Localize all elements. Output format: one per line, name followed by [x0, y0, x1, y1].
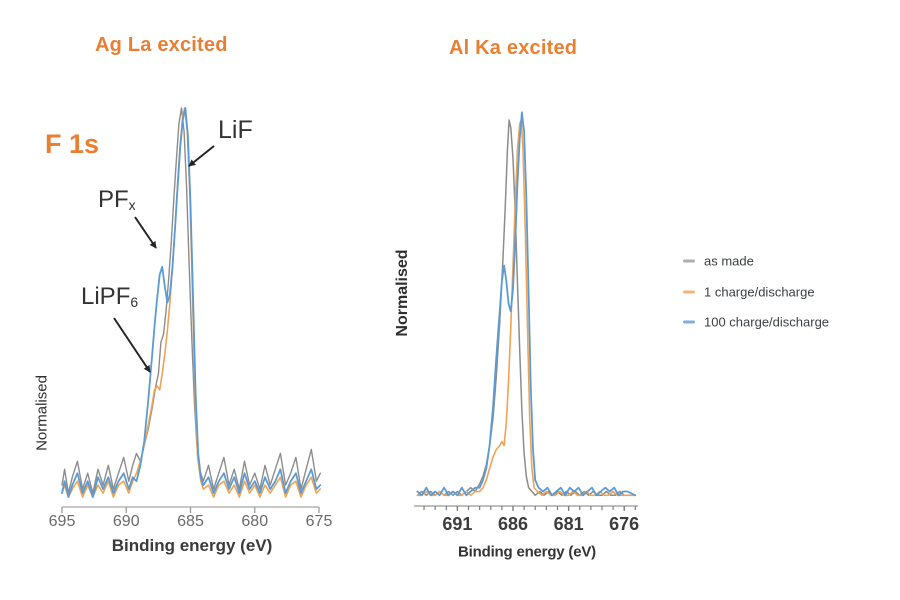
series-line-al-ka-0: [416, 119, 637, 497]
x-tick-label-ag-la-685: 685: [177, 513, 204, 530]
x-tick-label-al-ka-691: 691: [442, 514, 473, 534]
legend-item-1: 1 charge/discharge: [683, 285, 815, 300]
x-tick-label-ag-la-690: 690: [112, 513, 140, 530]
peak-arrow-lif: [188, 145, 215, 167]
chart-title-al-ka: Al Ka excited: [449, 37, 578, 59]
chart-title-ag-la: Ag La excited: [95, 34, 228, 56]
peak-label-subscript-lipf6: 6: [130, 294, 139, 311]
peak-label-subscript-pfx: x: [128, 197, 136, 214]
x-tick-label-ag-la-675: 675: [305, 513, 333, 530]
y-axis-label-right: Normalised: [394, 249, 411, 337]
y-axis-label-left: Normalised: [33, 375, 51, 451]
series-line-al-ka-2: [416, 111, 637, 497]
peak-label-text-pfx: PF: [98, 186, 129, 213]
series-line-ag-la-0: [61, 107, 321, 494]
x-tick-label-al-ka-686: 686: [497, 514, 529, 534]
peak-label-text-lif: LiF: [218, 116, 253, 144]
series-line-ag-la-2: [61, 107, 322, 499]
x-axis-label-left: Binding energy (eV): [111, 536, 273, 555]
x-axis-label-right: Binding energy (eV): [458, 543, 596, 561]
legend-label-1: 1 charge/discharge: [704, 284, 815, 300]
x-tick-label-ag-la-695: 695: [48, 513, 76, 530]
legend-item-2: 100 charge/discharge: [683, 315, 829, 330]
region-label-f1s: F 1s: [45, 129, 100, 159]
peak-label-pfx: PFx: [98, 187, 136, 213]
peak-label-lif: LiF: [218, 117, 253, 143]
peak-label-text-lipf6: LiPF: [81, 283, 131, 310]
x-tick-label-ag-la-680: 680: [241, 513, 269, 530]
peak-arrow-lipf6: [113, 317, 151, 373]
x-tick-label-al-ka-676: 676: [609, 514, 640, 534]
legend-item-0: as made: [683, 254, 754, 269]
plot-ag-la: [61, 107, 322, 513]
x-tick-label-al-ka-681: 681: [553, 514, 584, 534]
peak-label-lipf6: LiPF6: [81, 284, 138, 310]
legend-swatch-1: [683, 290, 695, 294]
plot-al-ka: [414, 111, 638, 511]
legend-swatch-2: [683, 320, 695, 324]
legend-label-0: as made: [704, 253, 754, 269]
legend-swatch-0: [683, 259, 695, 263]
peak-arrow-pfx: [134, 216, 157, 249]
legend-label-2: 100 charge/discharge: [704, 314, 830, 330]
